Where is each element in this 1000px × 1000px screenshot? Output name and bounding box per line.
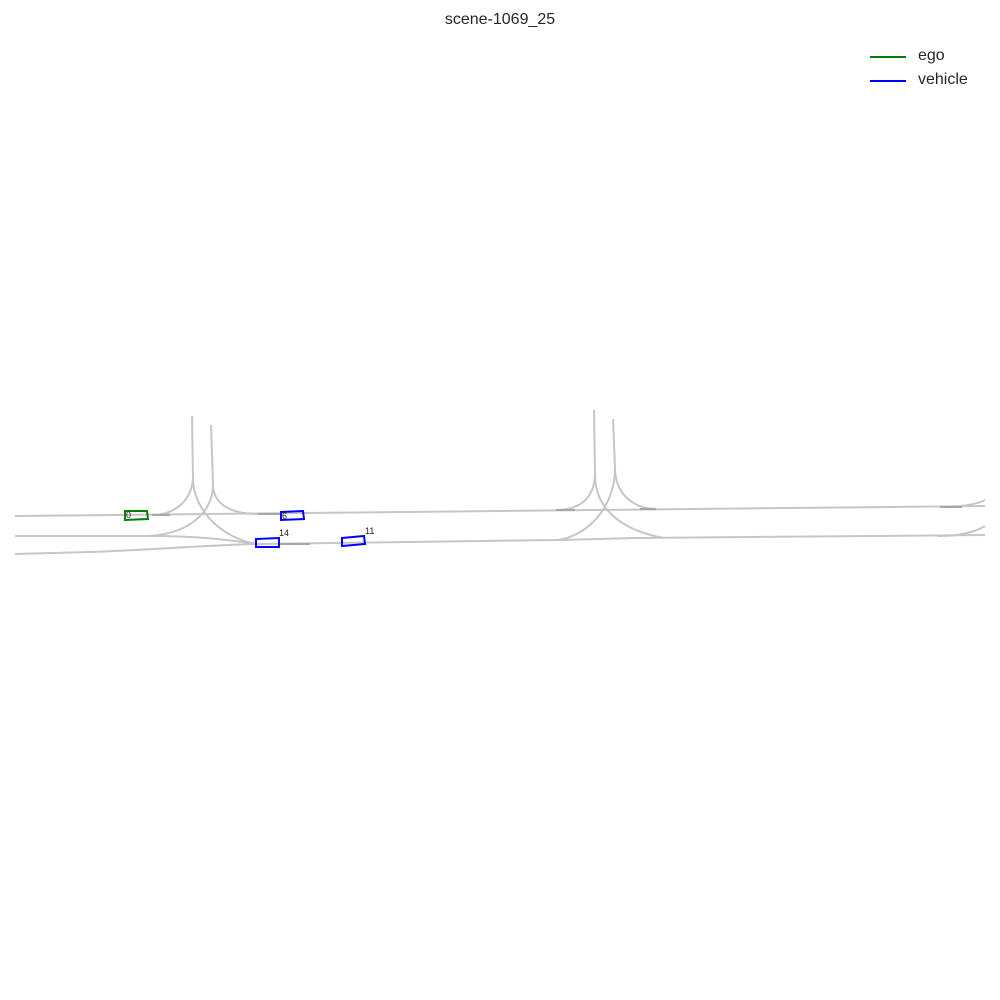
agent-id-label: 14 <box>279 528 289 538</box>
lane-centerline <box>213 484 258 514</box>
legend-item-ego: ego <box>870 45 995 69</box>
lane-centerline <box>152 478 193 515</box>
lane-centerline <box>193 478 258 544</box>
lane-centerline <box>211 425 213 484</box>
lane-centerline <box>613 419 615 468</box>
agent-id-label: 11 <box>365 526 374 536</box>
lane-centerline <box>615 468 656 509</box>
lane-centerline <box>558 468 615 540</box>
lane-centerline <box>15 544 256 554</box>
legend: ego vehicle <box>870 45 995 93</box>
legend-swatch <box>870 56 906 58</box>
agent-id-label: 6 <box>282 511 287 521</box>
lane-centerline <box>15 536 256 544</box>
agent-id-label: 0 <box>126 510 131 520</box>
lane-centerline <box>594 410 595 475</box>
legend-item-vehicle: vehicle <box>870 69 995 93</box>
lane-centerline <box>192 416 193 478</box>
legend-label: vehicle <box>918 71 968 89</box>
lane-centerline <box>556 475 595 510</box>
legend-label: ego <box>918 47 945 65</box>
legend-swatch <box>870 80 906 82</box>
